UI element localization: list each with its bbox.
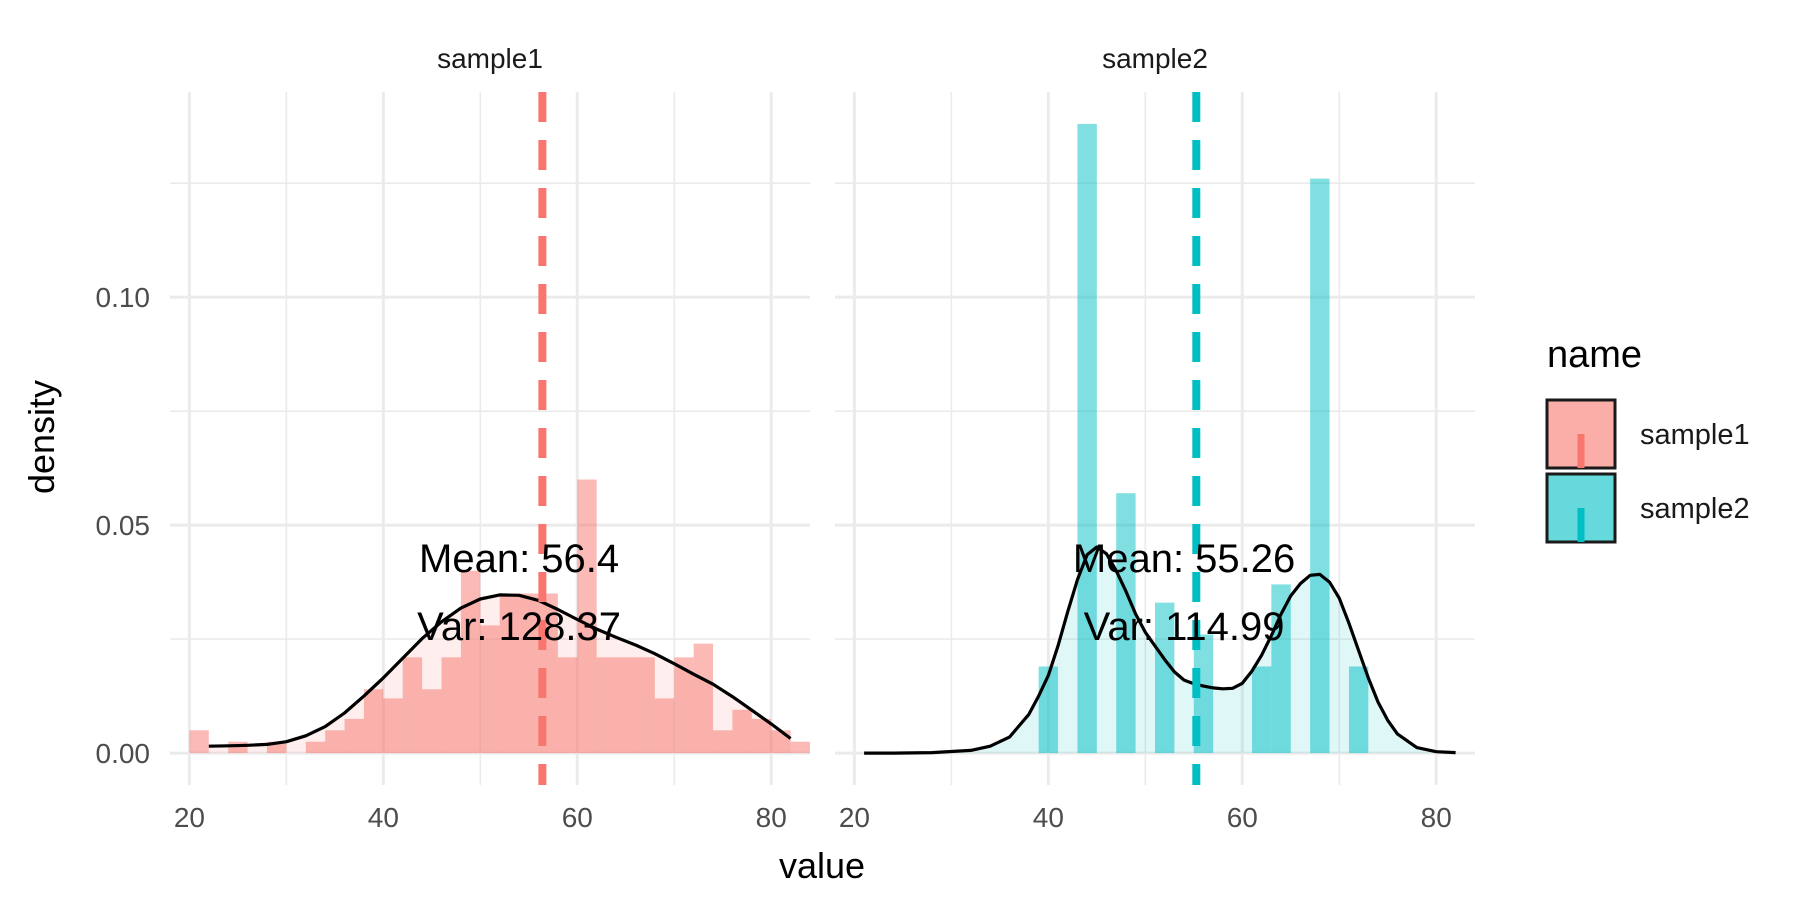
y-axis-title: density bbox=[21, 380, 62, 494]
histogram-bar bbox=[732, 709, 752, 754]
histogram-bar bbox=[519, 593, 539, 754]
histogram-bar bbox=[616, 657, 636, 754]
density-curve bbox=[208, 593, 792, 748]
x-tick-label: 60 bbox=[562, 802, 593, 833]
x-tick-label: 40 bbox=[1033, 802, 1064, 833]
histogram-bar bbox=[189, 730, 209, 754]
histogram-bar bbox=[363, 689, 384, 754]
legend: name sample1 sample2 bbox=[1545, 334, 1750, 544]
histogram-bar bbox=[1310, 178, 1330, 754]
histogram-bar bbox=[654, 698, 675, 754]
histogram-bar bbox=[790, 741, 810, 754]
histogram-bar bbox=[674, 657, 694, 754]
histogram-bar bbox=[751, 718, 772, 754]
y-tick-label: 0.05 bbox=[96, 510, 151, 541]
histogram-bar bbox=[557, 657, 578, 754]
x-tick-label: 80 bbox=[756, 802, 787, 833]
histogram-bar bbox=[577, 479, 597, 754]
x-tick-label: 20 bbox=[839, 802, 870, 833]
histogram-bar bbox=[1251, 666, 1272, 754]
histogram-bar bbox=[635, 657, 655, 754]
panel-sample2: Mean: 55.26 Var: 114.99 20 40 60 80 sample2 bbox=[835, 43, 1475, 833]
histogram-bar bbox=[480, 625, 500, 754]
legend-label: sample1 bbox=[1640, 419, 1750, 451]
facet-strip-label: sample1 bbox=[437, 43, 543, 74]
legend-label: sample2 bbox=[1640, 493, 1750, 525]
legend-title: name bbox=[1547, 334, 1642, 376]
x-tick-label: 60 bbox=[1227, 802, 1258, 833]
x-tick-label: 40 bbox=[368, 802, 399, 833]
x-axis-title: value bbox=[779, 845, 865, 886]
x-tick-label: 80 bbox=[1421, 802, 1452, 833]
histogram-bar bbox=[499, 593, 520, 754]
histogram-bar bbox=[228, 741, 248, 754]
histogram-bar bbox=[325, 730, 345, 754]
density-area bbox=[208, 594, 791, 754]
y-tick-label: 0.00 bbox=[96, 738, 151, 769]
var-annotation: Var: 128.37 bbox=[417, 605, 621, 649]
histogram-bar bbox=[1155, 602, 1175, 754]
histogram-bar bbox=[266, 741, 287, 754]
mean-annotation: Mean: 55.26 bbox=[1073, 537, 1295, 581]
histogram-bar bbox=[460, 570, 481, 754]
histogram-bar bbox=[344, 718, 364, 754]
histogram-bar bbox=[1116, 493, 1136, 754]
histogram-bar bbox=[383, 698, 403, 754]
facet-strip-label: sample2 bbox=[1102, 43, 1208, 74]
histogram-bar bbox=[1348, 666, 1369, 754]
histogram-bar bbox=[402, 657, 423, 754]
panel-sample1: Mean: 56.4 Var: 128.37 20 40 60 80 sample1 bbox=[170, 43, 810, 833]
x-tick-label: 20 bbox=[174, 802, 205, 833]
histogram-bar bbox=[441, 657, 461, 754]
histogram-bar bbox=[422, 689, 442, 754]
y-axis: 0.00 0.05 0.10 bbox=[96, 282, 151, 769]
histogram-bar bbox=[713, 730, 733, 754]
var-annotation: Var: 114.99 bbox=[1084, 605, 1285, 649]
histogram-bar bbox=[596, 657, 617, 754]
histogram-bar bbox=[305, 741, 326, 754]
histogram-bar bbox=[1077, 123, 1097, 754]
density-area bbox=[864, 547, 1456, 754]
mean-annotation: Mean: 56.4 bbox=[419, 537, 619, 581]
histogram-bar bbox=[693, 643, 714, 754]
y-tick-label: 0.10 bbox=[96, 282, 151, 313]
